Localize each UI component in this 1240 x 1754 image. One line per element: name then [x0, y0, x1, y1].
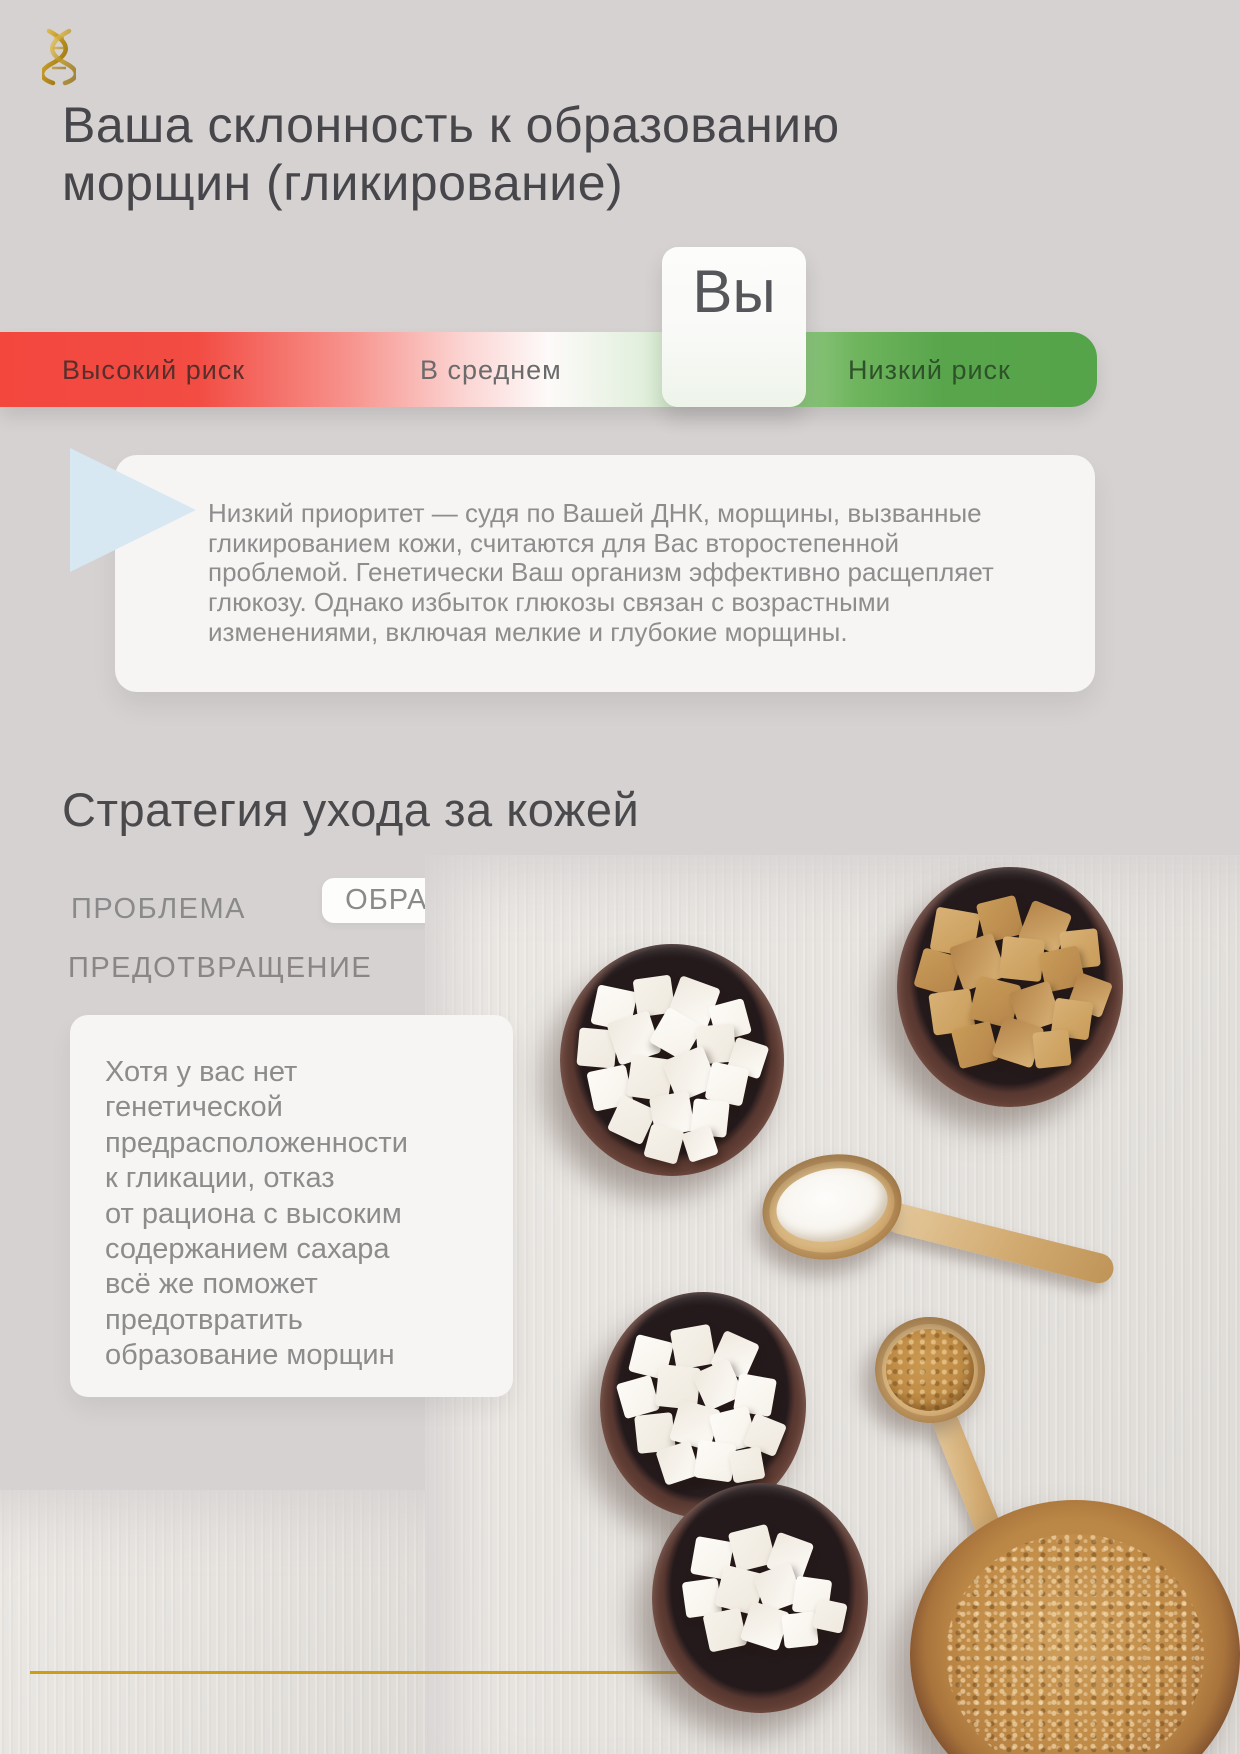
- sugar-cube: [728, 1446, 766, 1484]
- sugar-cube: [781, 1611, 819, 1649]
- risk-label-high: Высокий риск: [62, 355, 246, 385]
- prevention-line: содержанием сахара: [105, 1233, 390, 1266]
- problem-label: ПРОБЛЕМА: [71, 893, 247, 925]
- page-title-line1: Ваша склонность к образованию: [62, 97, 840, 153]
- prevention-advice-text: Хотя у вас нет генетической предрасполож…: [105, 1055, 408, 1374]
- footer-divider-line: [30, 1671, 778, 1674]
- brown-sugar-heap: [946, 1534, 1204, 1754]
- white-sugar-bowl-bottom: [652, 1483, 868, 1713]
- your-result-marker: Вы: [662, 247, 806, 407]
- white-sugar-bowl-top: [560, 944, 784, 1176]
- prevention-line: Хотя у вас нет: [105, 1056, 298, 1088]
- risk-gradient-bar: [0, 332, 1097, 407]
- prevention-line: генетической: [105, 1091, 283, 1124]
- brown-sugar-bowl-top-right: [897, 867, 1123, 1107]
- result-callout-text: Низкий приоритет — судя по Вашей ДНК, мо…: [208, 498, 994, 648]
- sugar-cube: [669, 1323, 717, 1371]
- sugar-cube: [702, 1607, 748, 1653]
- prevention-advice-card: Хотя у вас нет генетической предрасполож…: [70, 1015, 513, 1397]
- prevention-line: предотвратить: [105, 1303, 303, 1336]
- brown-sugar-mound: [886, 1329, 974, 1411]
- prevention-line: к гликации, отказ: [105, 1162, 335, 1195]
- strategy-heading: Стратегия ухода за кожей: [62, 783, 640, 836]
- risk-label-low: Низкий риск: [848, 355, 1011, 385]
- callout-line: изменениями, включая мелкие и глубокие м…: [208, 616, 848, 647]
- sugar-bowls-and-spoons-photo: [0, 855, 1240, 1754]
- callout-line: гликированием кожи, считаются для Вас вт…: [208, 527, 899, 558]
- white-sugar-bowl-center: [600, 1292, 806, 1518]
- gold-dna-icon: [40, 28, 78, 86]
- result-callout: Низкий приоритет — судя по Вашей ДНК, мо…: [115, 455, 1095, 692]
- sugar-cube: [812, 1598, 848, 1634]
- callout-line: глюкозу. Однако избыток глюкозы связан с…: [208, 587, 891, 618]
- risk-label-medium: В среднем: [420, 355, 562, 385]
- page-title-line2: морщин (гликирование): [62, 155, 624, 211]
- page-title: Ваша склонность к образованию морщин (гл…: [62, 96, 840, 212]
- brown-sugar-bowl-bottom-right: [910, 1500, 1240, 1754]
- callout-arrow-icon: [70, 448, 196, 572]
- your-result-marker-label: Вы: [692, 258, 776, 325]
- sugar-cube: [615, 1374, 661, 1420]
- sugar-cube: [643, 1123, 685, 1165]
- sugar-cube: [950, 1020, 1000, 1070]
- column-header-prevention: ПРЕДОТВРАЩЕНИЕ: [68, 952, 373, 984]
- prevention-line: всё же поможет: [105, 1268, 318, 1301]
- callout-line: проблемой. Генетически Ваш организм эффе…: [208, 557, 994, 588]
- callout-line: Низкий приоритет — судя по Вашей ДНК, мо…: [208, 498, 982, 528]
- photo-tabletop-bottom: [0, 1490, 426, 1754]
- sugar-cube: [1032, 1029, 1072, 1069]
- prevention-line: образование морщин: [105, 1339, 395, 1372]
- sugar-cube: [998, 935, 1046, 983]
- prevention-line: от рациона с высоким: [105, 1197, 402, 1230]
- prevention-line: предрасположенности: [105, 1126, 408, 1159]
